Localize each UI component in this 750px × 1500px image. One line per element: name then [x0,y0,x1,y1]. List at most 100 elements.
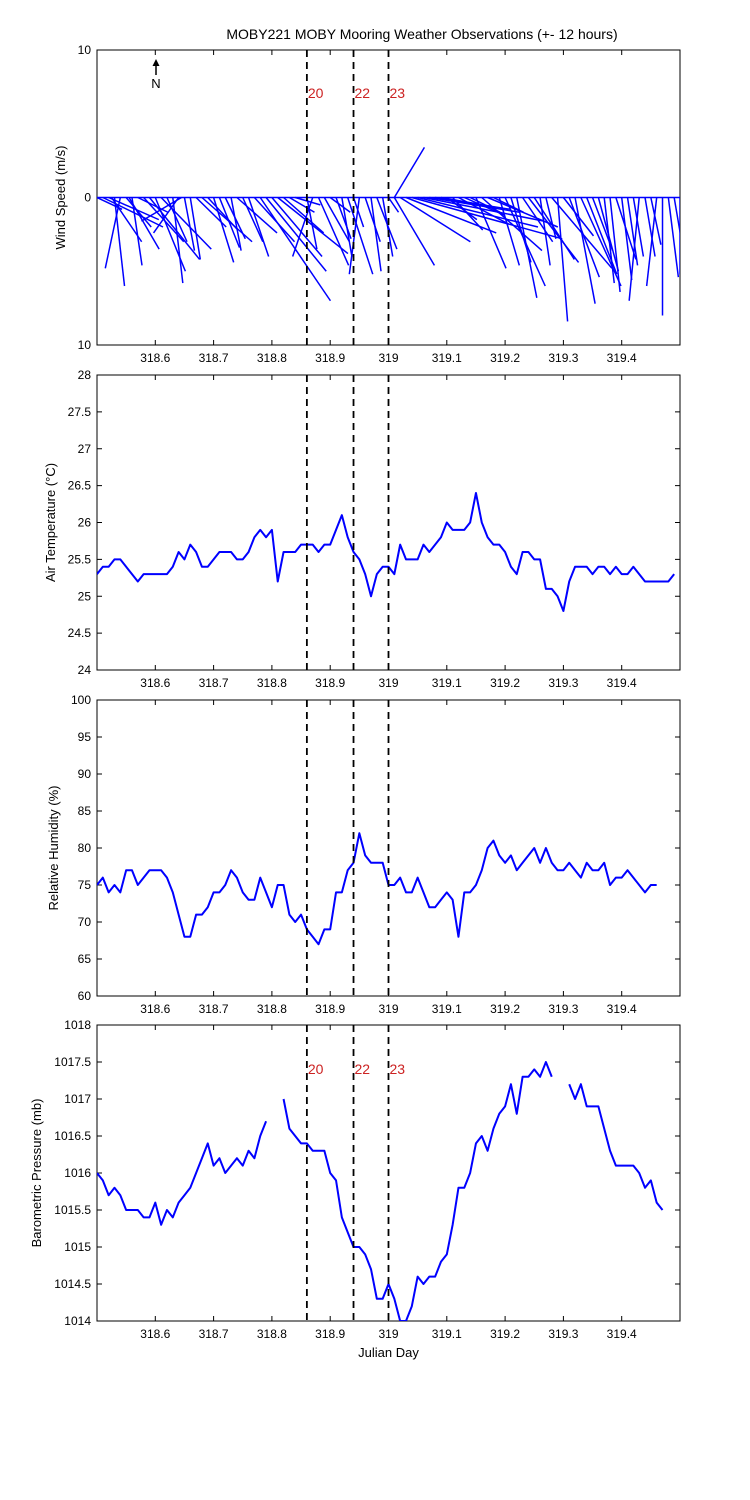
wind-stick [125,197,152,228]
x-axis-label: Julian Day [358,1345,419,1360]
wind-stick [539,197,551,266]
x-tick-label: 319.3 [548,676,578,690]
y-tick-label: 1017 [64,1092,91,1106]
wind-stick [137,196,169,213]
north-arrow-head-icon [152,59,160,66]
wind-stick [673,197,680,237]
y-tick-label: 1016 [64,1166,91,1180]
y-tick-label: 60 [78,989,92,1003]
x-tick-label: 319.1 [432,676,462,690]
x-tick-label: 319.4 [607,1002,637,1016]
y-axis-label: Air Temperature (°C) [43,463,58,582]
x-tick-label: 318.9 [315,1002,345,1016]
wind-stick [387,197,400,213]
wind-stick [475,197,507,269]
wind-stick [289,196,315,213]
wind-stick [667,197,680,278]
x-tick-label: 319.1 [432,1327,462,1341]
x-tick-label: 318.8 [257,1327,287,1341]
wind-stick [446,196,478,221]
wind-stick [650,197,662,245]
wind-stick [381,197,394,257]
y-tick-label: 26 [78,516,92,530]
wind-stick [323,197,351,243]
series-line [97,1120,268,1226]
wind-stick [580,197,622,287]
wind-stick [405,196,497,234]
wind-stick [620,197,633,281]
y-axis-label: Relative Humidity (%) [46,786,61,911]
x-tick-label: 319 [378,351,398,365]
x-tick-label: 318.7 [199,676,229,690]
wind-stick [626,197,639,266]
series-group [97,492,675,612]
y-axis-label: Wind Speed (m/s) [53,145,68,249]
y-tick-label: 90 [78,767,92,781]
wind-stick [399,196,471,243]
wind-stick [131,197,143,266]
x-tick-label: 319.4 [607,1327,637,1341]
y-tick-label: 0 [84,191,91,205]
wind-stick [574,197,596,304]
x-tick-label: 318.6 [140,351,170,365]
wind-stick [411,196,563,240]
x-tick-label: 319.4 [607,351,637,365]
wind-stick [423,196,544,222]
y-tick-label: 95 [78,730,92,744]
wind-stick [102,196,164,228]
wind-stick [247,197,270,257]
event-marker-label: 20 [308,1061,324,1077]
y-tick-label: 80 [78,841,92,855]
x-tick-label: 318.9 [315,676,345,690]
y-tick-label: 28 [78,368,92,382]
event-marker-label: 23 [390,1061,406,1077]
x-tick-label: 319.3 [548,1002,578,1016]
y-tick-label: 24.5 [68,626,92,640]
panel-pressure: 318.6 318.7 318.8 318.9 319 319.1 319.2 319.3 31… [29,1018,681,1360]
y-tick-label: 26.5 [68,479,92,493]
wind-stick [113,197,126,287]
wind-stick [104,197,122,269]
x-tick-label: 319.2 [490,351,520,365]
series-line [97,492,675,612]
wind-stick [458,196,509,225]
wind-stick [152,197,180,234]
x-tick-label: 319.3 [548,351,578,365]
y-tick-label: 100 [71,693,91,707]
y-tick-label: 75 [78,878,92,892]
wind-stick [644,197,656,257]
wind-stick [498,197,521,266]
x-tick-label: 319.4 [607,676,637,690]
y-tick-label: 1018 [64,1018,91,1032]
wind-stick [110,197,143,243]
wind-stick [242,197,264,243]
panel-airtemp: 318.6 318.7 318.8 318.9 319 319.1 319.2 319.3 31… [43,368,681,690]
wind-stick [148,197,201,260]
wind-stick [265,197,327,272]
y-tick-label: 10 [78,338,92,352]
x-tick-label: 319.2 [490,1002,520,1016]
x-tick-label: 318.7 [199,351,229,365]
x-tick-label: 318.8 [257,351,287,365]
x-tick-label: 318.9 [315,351,345,365]
x-tick-label: 319.2 [490,676,520,690]
wind-stick [128,197,160,250]
wind-stick [393,146,426,198]
figure-title: MOBY221 MOBY Mooring Weather Observation… [226,26,617,42]
wind-stick [329,196,351,213]
wind-stick [212,197,235,263]
wind-stick [189,197,202,260]
x-tick-label: 319.1 [432,351,462,365]
event-marker-label: 23 [390,85,406,101]
y-tick-label: 85 [78,804,92,818]
x-tick-label: 319.1 [432,1002,462,1016]
x-tick-label: 318.8 [257,1002,287,1016]
series-line [97,832,657,946]
series-line [568,1083,664,1211]
wind-stick [172,197,184,284]
y-tick-label: 1016.5 [54,1129,91,1143]
y-tick-label: 27 [78,442,92,456]
wind-stick [183,197,196,251]
series-line [282,1061,553,1321]
